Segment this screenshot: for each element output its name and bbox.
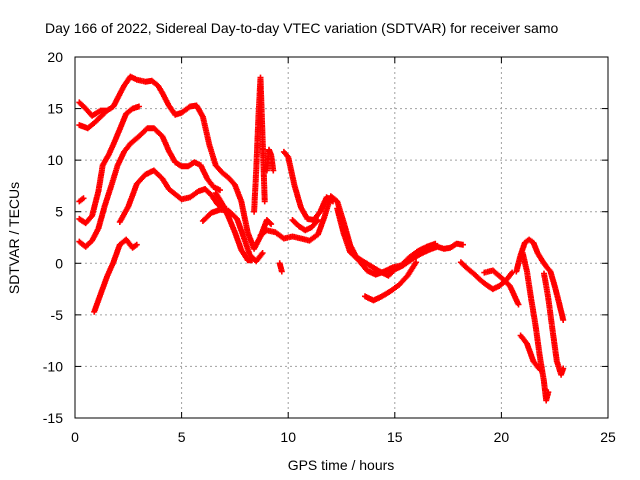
data-point-markers [199, 206, 266, 265]
x-tick-label: 10 [280, 429, 296, 445]
series-spike-3 [276, 260, 285, 275]
x-tick-label: 20 [494, 429, 510, 445]
y-axis-label: SDTVAR / TECUs [6, 182, 22, 294]
data-point-markers [334, 205, 439, 278]
series-arc-s [517, 332, 543, 373]
y-tick-labels: -15 -10 -5 0 5 10 15 20 [43, 49, 63, 426]
data-point-markers [481, 267, 522, 308]
plot-frame [74, 56, 609, 419]
x-axis-label: GPS time / hours [288, 457, 395, 473]
data-point-markers [76, 103, 142, 227]
data-point-markers [251, 74, 268, 215]
series-arc-k [280, 148, 336, 223]
data-point-markers [519, 250, 552, 404]
data-markers [76, 73, 567, 404]
x-tick-label: 0 [71, 429, 79, 445]
series-arc-n [362, 259, 420, 304]
y-tick-label: 5 [55, 204, 63, 220]
y-tick-label: -5 [51, 307, 64, 323]
y-tick-label: -10 [43, 358, 63, 374]
data-point-markers [116, 167, 228, 225]
data-point-markers [541, 270, 567, 378]
series-arc-m [334, 205, 439, 278]
series-arc-d [76, 103, 142, 227]
y-tick-label: 0 [55, 255, 63, 271]
data-point-markers [362, 259, 420, 304]
x-tick-labels: 0 5 10 15 20 25 [71, 429, 616, 445]
series-arc-e [76, 125, 223, 250]
data-point-markers [212, 190, 255, 264]
y-tick-label: 20 [47, 49, 63, 65]
series-arc-r [519, 250, 552, 404]
data-point-markers [517, 332, 543, 373]
series-arc-a [76, 73, 275, 252]
x-tick-label: 15 [387, 429, 403, 445]
series-spike-1 [251, 74, 268, 215]
axis-ticks [74, 56, 609, 419]
data-point-markers [457, 259, 516, 293]
data-point-markers [289, 217, 321, 234]
series-arc-f [91, 236, 140, 315]
series-arc-i [212, 190, 255, 264]
x-tick-label: 25 [600, 429, 616, 445]
series-arc-q [513, 236, 567, 323]
data-point-markers [280, 148, 336, 223]
y-tick-label: 15 [47, 101, 63, 117]
series-arc-p [481, 267, 522, 308]
data-point-markers [263, 146, 277, 174]
y-tick-label: 10 [47, 152, 63, 168]
data-point-markers [76, 73, 275, 252]
data-point-markers [513, 236, 567, 323]
series-spike-2 [263, 146, 277, 174]
data-point-markers [276, 260, 285, 275]
series-arc-o [457, 259, 516, 293]
data-point-markers [76, 109, 108, 132]
data-point-markers [76, 195, 87, 205]
data-point-markers [91, 236, 140, 315]
series-arc-b [76, 109, 108, 132]
series-arc-h [199, 206, 266, 265]
series-arc-t [541, 270, 567, 378]
data-point-markers [76, 125, 223, 250]
grid-lines [75, 57, 608, 418]
series-arc-g [116, 167, 228, 225]
x-tick-label: 5 [178, 429, 186, 445]
series-arc-c [76, 195, 87, 205]
series-arc-l [289, 217, 321, 234]
y-tick-label: -15 [43, 410, 63, 426]
chart-title: Day 166 of 2022, Sidereal Day-to-day VTE… [45, 20, 558, 36]
